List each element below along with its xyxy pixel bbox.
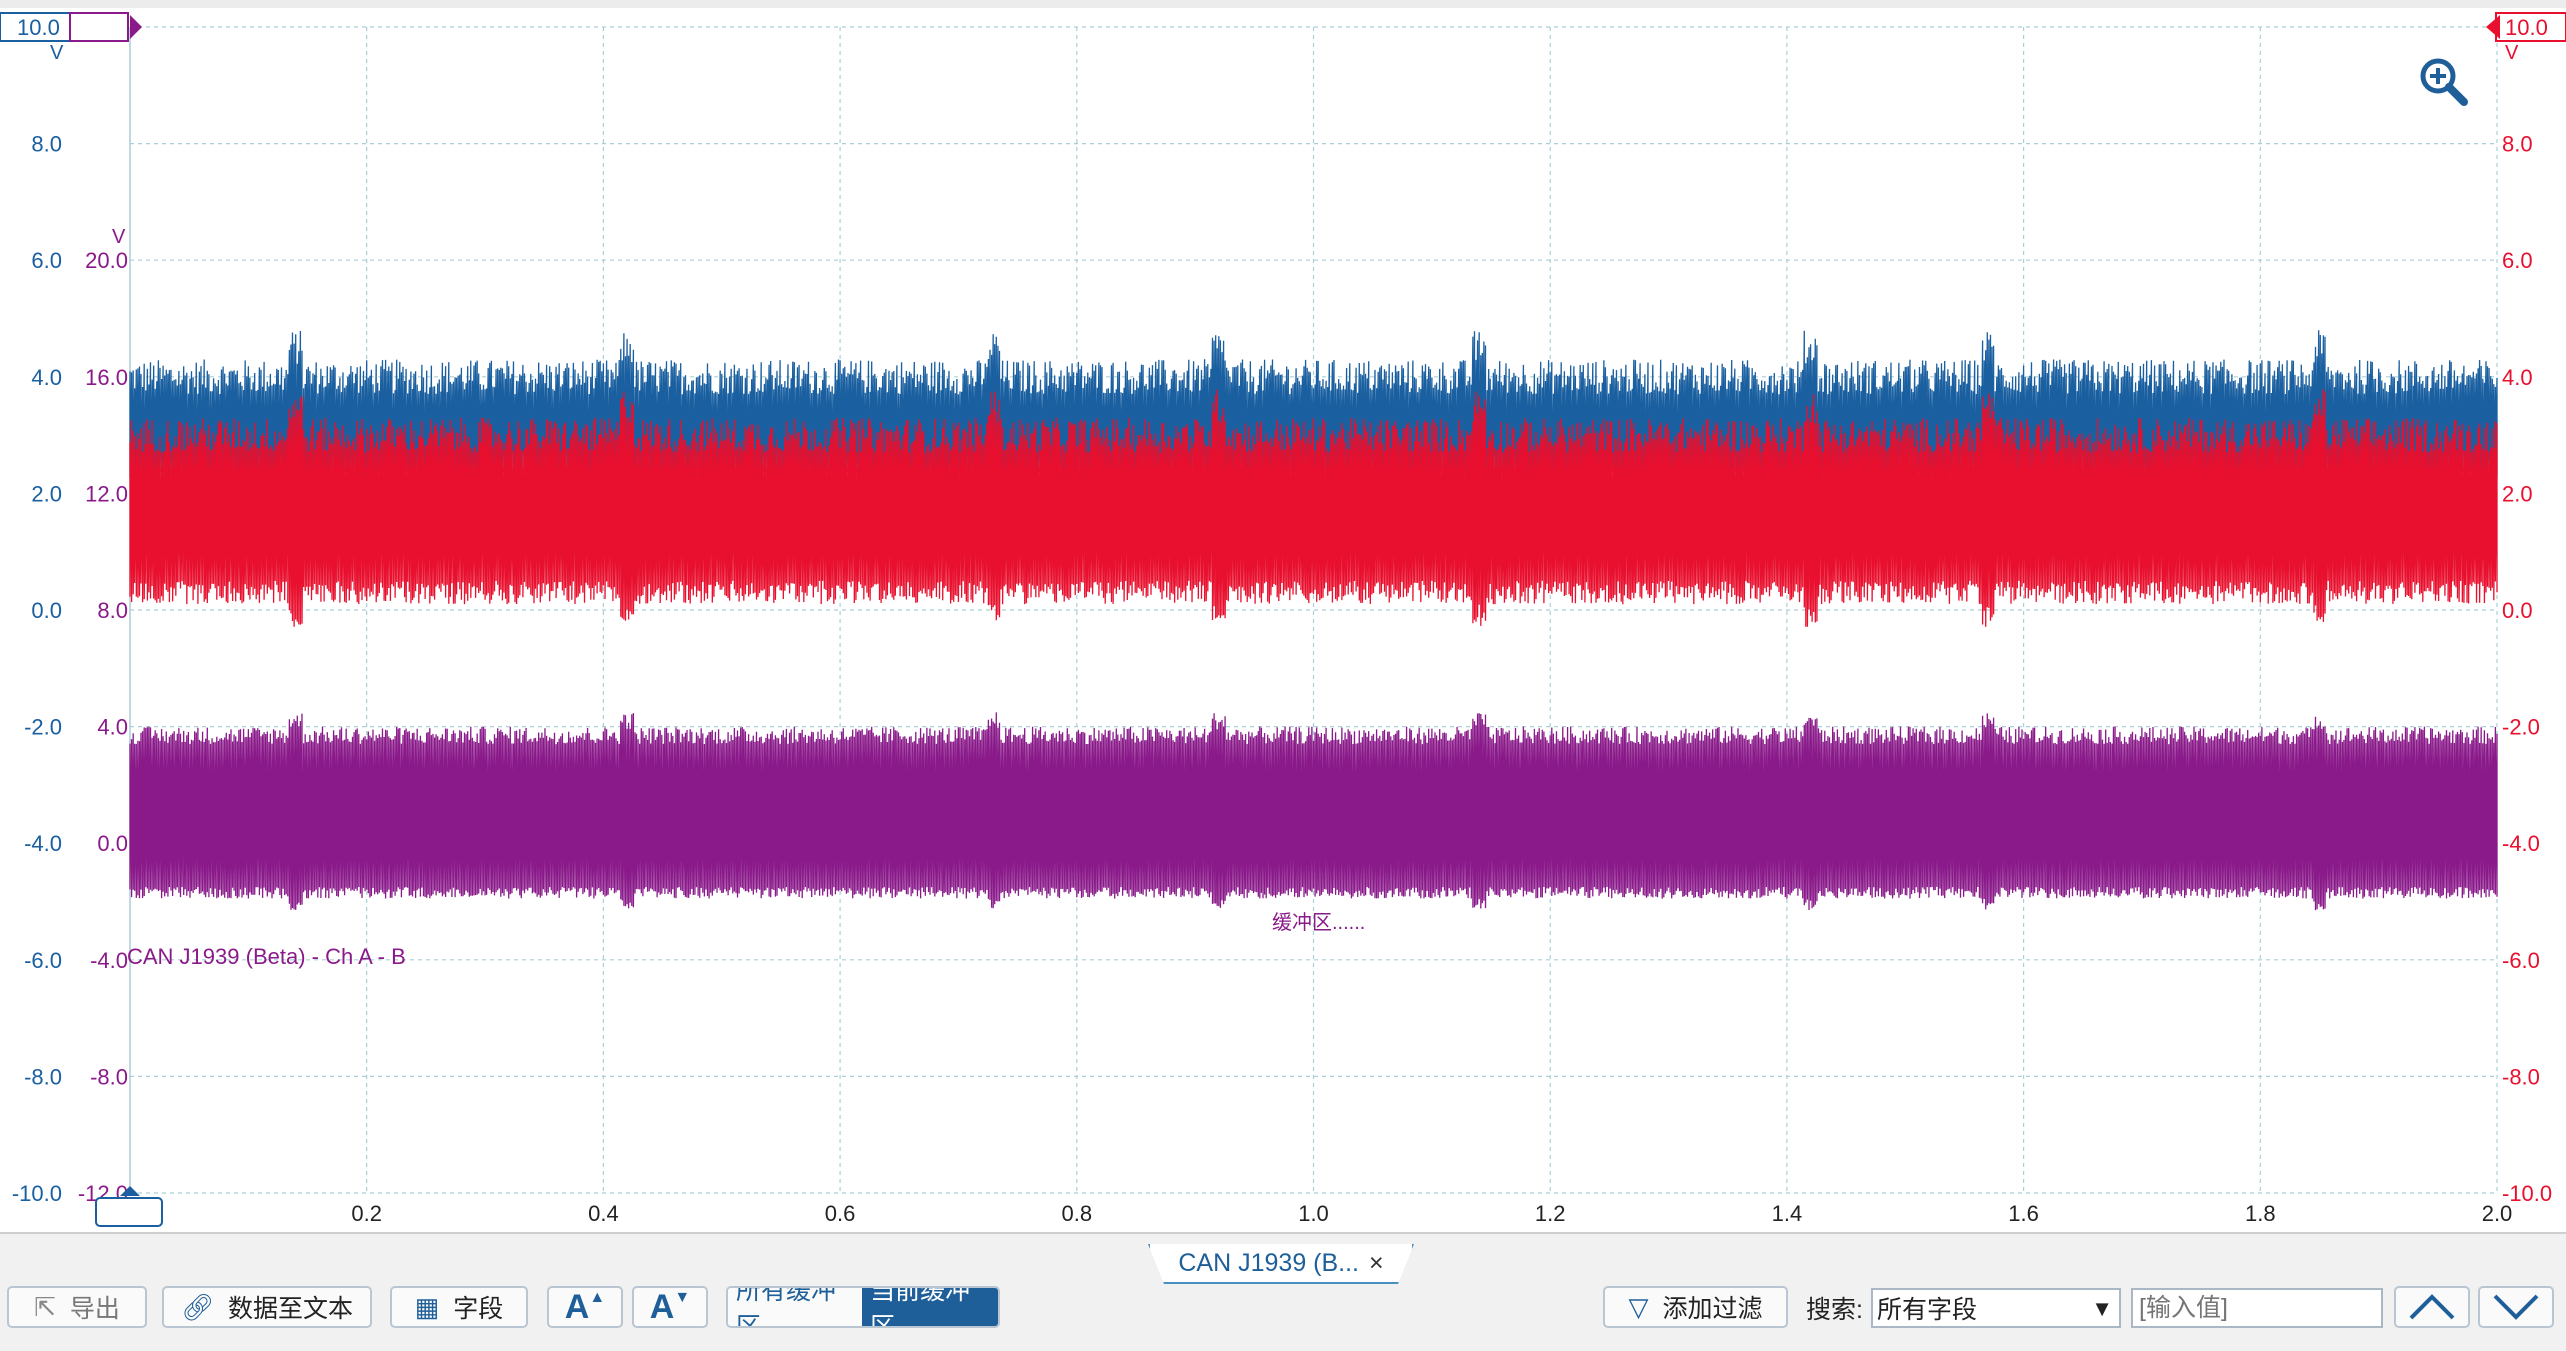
data-to-text-button[interactable]: 🔗︎ 数据至文本 (162, 1286, 372, 1328)
time-tick-label: 0.4 (588, 1201, 619, 1226)
math-unit: V (112, 226, 126, 248)
close-icon[interactable]: × (1369, 1248, 1384, 1277)
time-tick-label: 0.2 (351, 1201, 382, 1226)
font-decrease-icon: A (649, 1287, 675, 1326)
trigger-marker[interactable] (120, 1186, 140, 1196)
export-icon: ⇱ (34, 1291, 56, 1322)
filter-icon: ▽ (1628, 1291, 1649, 1322)
channel-b-tick-label: -4.0 (2502, 831, 2540, 856)
zoom-in-icon[interactable] (2418, 56, 2470, 108)
channel-a-unit: V (50, 42, 64, 64)
decode-tab[interactable]: CAN J1939 (B... × (1148, 1244, 1414, 1284)
channel-a-tick-label: 8.0 (31, 132, 62, 157)
math-range-tag[interactable] (69, 12, 142, 42)
chevron-down-icon: ▼ (2091, 1296, 2113, 1321)
math-tick-label: -8.0 (90, 1064, 128, 1089)
channel-b-tick-label: -8.0 (2502, 1064, 2540, 1089)
math-tick-label: 4.0 (97, 715, 128, 740)
channel-a-tick-label: -8.0 (24, 1064, 62, 1089)
channel-b-tick-label: 0.0 (2502, 598, 2533, 623)
channel-a-tick-label: 2.0 (31, 481, 62, 506)
channel-b-tick-label: -6.0 (2502, 948, 2540, 973)
oscilloscope-view: 8.0 6.0 4.0 2.0 0.0 -2.0 -4.0 -6.0 -8.0 -10.0 8.0 6… (0, 12, 2566, 1227)
all-buffers-button[interactable]: 所有缓冲区 (728, 1288, 863, 1326)
search-next-button[interactable] (2478, 1286, 2554, 1328)
buffer-toggle: 所有缓冲区 当前缓冲区 (726, 1286, 1000, 1328)
signal-traces (129, 330, 2498, 911)
link-icon: 🔗︎ (180, 1291, 214, 1322)
chevron-down-icon (2493, 1294, 2539, 1320)
time-origin-box (95, 1197, 163, 1227)
search-field-value: 所有字段 (1877, 1296, 1978, 1324)
channel-a-tick-label: 6.0 (31, 248, 62, 273)
channel-a-tick-label: 4.0 (31, 365, 62, 390)
fields-label: 字段 (453, 1295, 504, 1323)
add-filter-label: 添加过滤 (1662, 1295, 1763, 1323)
math-tick-label: 0.0 (97, 831, 128, 856)
time-tick-label: 1.6 (2008, 1201, 2039, 1226)
font-decrease-button[interactable]: A ▼ (632, 1286, 708, 1328)
time-tick-label: 2.0 (2482, 1201, 2513, 1226)
math-tick-label: 16.0 (85, 365, 128, 390)
search-field-select[interactable]: 所有字段 ▼ (1871, 1288, 2121, 1328)
search-input[interactable] (2131, 1288, 2383, 1328)
math-trace (129, 712, 2498, 911)
fields-button[interactable]: ▦ 字段 (390, 1286, 528, 1328)
channel-b-range-tag[interactable]: 10.0 (2486, 12, 2566, 42)
math-channel-label: CAN J1939 (Beta) - Ch A - B (127, 944, 406, 969)
channel-a-tick-label: -10.0 (12, 1181, 62, 1206)
export-label: 导出 (69, 1295, 120, 1323)
channel-a-tick-label: -6.0 (24, 948, 62, 973)
plot-grid (129, 26, 2498, 1194)
math-tick-label: 12.0 (85, 481, 128, 506)
current-buffer-button[interactable]: 当前缓冲区 (862, 1288, 998, 1326)
top-border (0, 0, 2566, 8)
channel-b-tick-label: 8.0 (2502, 132, 2533, 157)
time-tick-label: 0.8 (1062, 1201, 1093, 1226)
channel-b-tick-label: 4.0 (2502, 365, 2533, 390)
channel-a-tick-label: 0.0 (31, 598, 62, 623)
font-increase-button[interactable]: A ▲ (547, 1286, 623, 1328)
table-columns-icon: ▦ (414, 1291, 440, 1322)
time-tick-label: 1.2 (1535, 1201, 1566, 1226)
math-tick-label: -4.0 (90, 948, 128, 973)
channel-b-unit: V (2505, 42, 2519, 64)
search-previous-button[interactable] (2394, 1286, 2470, 1328)
time-tick-label: 1.8 (2245, 1201, 2276, 1226)
channel-b-range-value: 10.0 (2505, 15, 2548, 40)
font-increase-icon: A (564, 1287, 590, 1326)
search-label: 搜索: (1806, 1296, 1863, 1324)
data-to-text-label: 数据至文本 (228, 1295, 354, 1323)
channel-a-tick-label: -4.0 (24, 831, 62, 856)
decode-tab-label: CAN J1939 (B... (1178, 1248, 1360, 1277)
time-tick-label: 0.6 (825, 1201, 856, 1226)
buffer-status-text: 缓冲区...... (1272, 911, 1365, 934)
channel-b-tick-label: -2.0 (2502, 715, 2540, 740)
channel-b-tick-label: 6.0 (2502, 248, 2533, 273)
chevron-up-icon (2409, 1294, 2455, 1320)
channel-a-tick-label: -2.0 (24, 715, 62, 740)
add-filter-button[interactable]: ▽ 添加过滤 (1603, 1286, 1788, 1328)
math-tick-label: 20.0 (85, 248, 128, 273)
math-tick-label: 8.0 (97, 598, 128, 623)
export-button[interactable]: ⇱ 导出 (7, 1286, 147, 1328)
time-tick-label: 1.0 (1298, 1201, 1329, 1226)
axis-labels: 8.0 6.0 4.0 2.0 0.0 -2.0 -4.0 -6.0 -8.0 -10.0 8.0 6… (12, 132, 2552, 1226)
channel-b-tick-label: -10.0 (2502, 1181, 2552, 1206)
channel-b-tick-label: 2.0 (2502, 481, 2533, 506)
channel-a-range-value: 10.0 (17, 15, 60, 40)
time-tick-label: 1.4 (1772, 1201, 1803, 1226)
